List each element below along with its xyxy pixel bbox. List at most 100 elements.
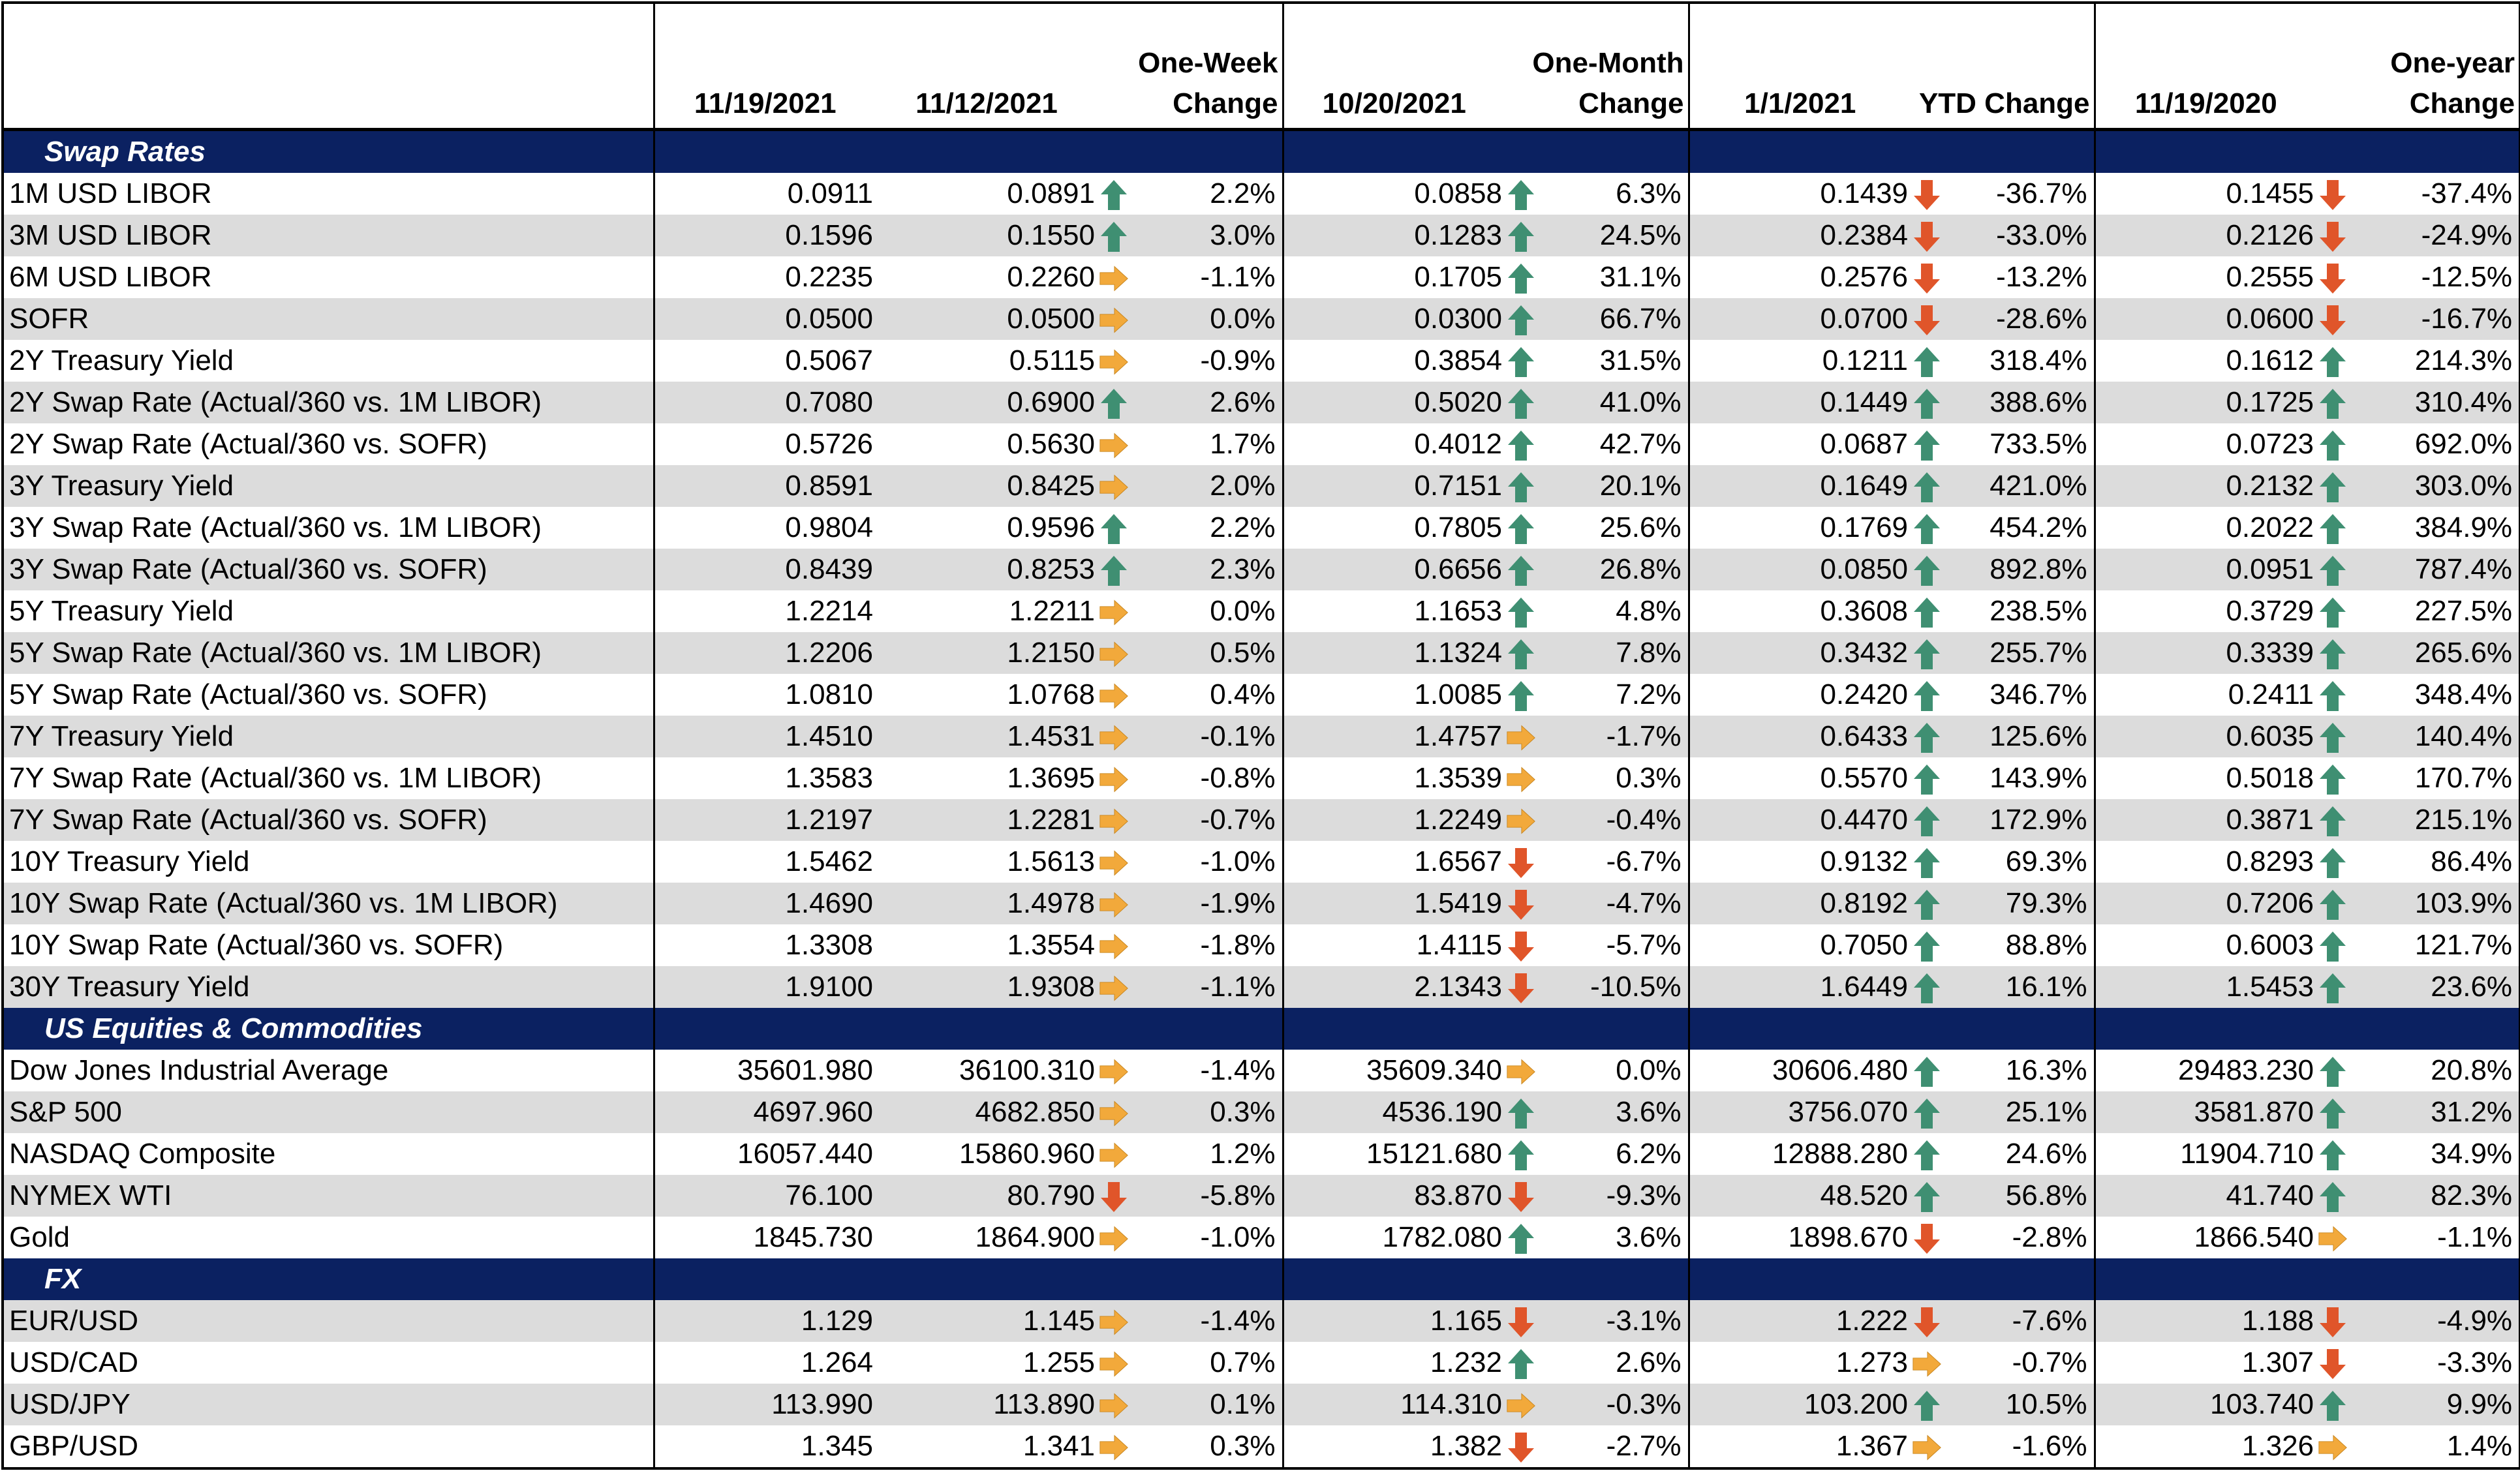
- row-label: 5Y Swap Rate (Actual/360 vs. 1M LIBOR): [3, 632, 654, 674]
- arrow-up-icon: [1505, 215, 1537, 256]
- month-change: -5.7%: [1537, 924, 1689, 966]
- year-change: 1.4%: [2349, 1425, 2520, 1470]
- arrow-right-icon: [1098, 1050, 1130, 1091]
- month-ago-value: 114.310: [1282, 1384, 1505, 1425]
- year-ago-value: 29483.230: [2093, 1050, 2317, 1091]
- ytd-start-value: 0.2384: [1687, 215, 1911, 256]
- month-change: 6.3%: [1537, 173, 1689, 215]
- week-ago-value: 1.3695: [876, 757, 1098, 799]
- month-ago-value: 1.4757: [1282, 716, 1505, 757]
- year-change: 303.0%: [2349, 465, 2520, 507]
- row-label: 1M USD LIBOR: [3, 173, 654, 215]
- ytd-change: -1.6%: [1943, 1425, 2095, 1470]
- arrow-right-icon: [1098, 465, 1130, 507]
- section-fill: [653, 1008, 1283, 1050]
- arrow-right-icon: [1098, 799, 1130, 841]
- month-ago-value: 35609.340: [1282, 1050, 1505, 1091]
- header-c8: 11/19/2020: [2093, 3, 2317, 130]
- month-ago-value: 0.3854: [1282, 340, 1505, 382]
- month-change: -0.3%: [1537, 1384, 1689, 1425]
- arrow-up-icon: [2316, 507, 2350, 549]
- row-label: NYMEX WTI: [3, 1175, 654, 1217]
- current-value: 113.990: [653, 1384, 876, 1425]
- month-change: -4.7%: [1537, 883, 1689, 924]
- ytd-change: 88.8%: [1943, 924, 2095, 966]
- month-ago-value: 0.4012: [1282, 423, 1505, 465]
- year-ago-value: 0.2555: [2093, 256, 2317, 298]
- year-change: 384.9%: [2349, 507, 2520, 549]
- current-value: 1.129: [653, 1300, 876, 1342]
- arrow-up-icon: [1098, 382, 1130, 423]
- arrow-down-icon: [1505, 966, 1537, 1008]
- ytd-change: 255.7%: [1943, 632, 2095, 674]
- ytd-change: -13.2%: [1943, 256, 2095, 298]
- year-change: -37.4%: [2349, 173, 2520, 215]
- arrow-up-icon: [1505, 674, 1537, 716]
- arrow-down-icon: [1911, 215, 1944, 256]
- arrow-up-icon: [2316, 340, 2350, 382]
- arrow-up-icon: [1911, 507, 1944, 549]
- week-ago-value: 1.5613: [876, 841, 1098, 883]
- month-change: 2.6%: [1537, 1342, 1689, 1384]
- ytd-start-value: 0.4470: [1687, 799, 1911, 841]
- ytd-change: 454.2%: [1943, 507, 2095, 549]
- arrow-up-icon: [2316, 423, 2350, 465]
- ytd-change: 388.6%: [1943, 382, 2095, 423]
- table-row: GBP/USD 1.345 1.341 0.3% 1.382 -2.7% 1.367 -1.6…: [3, 1425, 2520, 1470]
- header-c9: One-year Change: [2316, 3, 2520, 130]
- row-label: 10Y Swap Rate (Actual/360 vs. SOFR): [3, 924, 654, 966]
- ytd-start-value: 0.1211: [1687, 340, 1911, 382]
- week-change: 0.0%: [1130, 298, 1283, 340]
- week-ago-value: 1.255: [876, 1342, 1098, 1384]
- arrow-right-icon: [1098, 423, 1130, 465]
- section-header: FX: [3, 1258, 2520, 1300]
- row-label: 7Y Swap Rate (Actual/360 vs. SOFR): [3, 799, 654, 841]
- arrow-right-icon: [1098, 966, 1130, 1008]
- year-ago-value: 0.2022: [2093, 507, 2317, 549]
- week-ago-value: 0.9596: [876, 507, 1098, 549]
- table-row: 5Y Swap Rate (Actual/360 vs. 1M LIBOR) 1.…: [3, 632, 2520, 674]
- current-value: 0.1596: [653, 215, 876, 256]
- ytd-change: 318.4%: [1943, 340, 2095, 382]
- row-label: NASDAQ Composite: [3, 1133, 654, 1175]
- week-ago-value: 1.0768: [876, 674, 1098, 716]
- year-ago-value: 0.5018: [2093, 757, 2317, 799]
- header-row: 11/19/2021 11/12/2021 One-Week Change 10/…: [3, 3, 2520, 130]
- month-change: 6.2%: [1537, 1133, 1689, 1175]
- arrow-up-icon: [2316, 757, 2350, 799]
- year-change: 265.6%: [2349, 632, 2520, 674]
- week-change: 3.0%: [1130, 215, 1283, 256]
- week-change: -0.9%: [1130, 340, 1283, 382]
- year-ago-value: 3581.870: [2093, 1091, 2317, 1133]
- week-ago-value: 0.5630: [876, 423, 1098, 465]
- current-value: 0.8439: [653, 549, 876, 590]
- arrow-right-icon: [1098, 1091, 1130, 1133]
- row-label: 3Y Swap Rate (Actual/360 vs. SOFR): [3, 549, 654, 590]
- ytd-start-value: 12888.280: [1687, 1133, 1911, 1175]
- arrow-right-icon: [1911, 1342, 1944, 1384]
- ytd-change: 16.1%: [1943, 966, 2095, 1008]
- arrow-up-icon: [1098, 549, 1130, 590]
- week-ago-value: 0.2260: [876, 256, 1098, 298]
- year-ago-value: 0.0600: [2093, 298, 2317, 340]
- arrow-up-icon: [2316, 1133, 2350, 1175]
- week-ago-value: 0.8253: [876, 549, 1098, 590]
- arrow-up-icon: [1911, 716, 1944, 757]
- arrow-down-icon: [1505, 1175, 1537, 1217]
- table-row: 2Y Treasury Yield 0.5067 0.5115 -0.9% 0.3854…: [3, 340, 2520, 382]
- month-change: 42.7%: [1537, 423, 1689, 465]
- ytd-start-value: 0.5570: [1687, 757, 1911, 799]
- arrow-right-icon: [1098, 590, 1130, 632]
- week-ago-value: 1.341: [876, 1425, 1098, 1470]
- week-ago-value: 1.2211: [876, 590, 1098, 632]
- week-change: -1.4%: [1130, 1050, 1283, 1091]
- current-value: 4697.960: [653, 1091, 876, 1133]
- ytd-change: -28.6%: [1943, 298, 2095, 340]
- year-ago-value: 0.1725: [2093, 382, 2317, 423]
- table-row: NASDAQ Composite 16057.440 15860.960 1.2% 15…: [3, 1133, 2520, 1175]
- arrow-up-icon: [1911, 1133, 1944, 1175]
- month-ago-value: 1.382: [1282, 1425, 1505, 1470]
- arrow-up-icon: [1505, 590, 1537, 632]
- section-fill: [1282, 129, 1689, 173]
- arrow-up-icon: [1911, 757, 1944, 799]
